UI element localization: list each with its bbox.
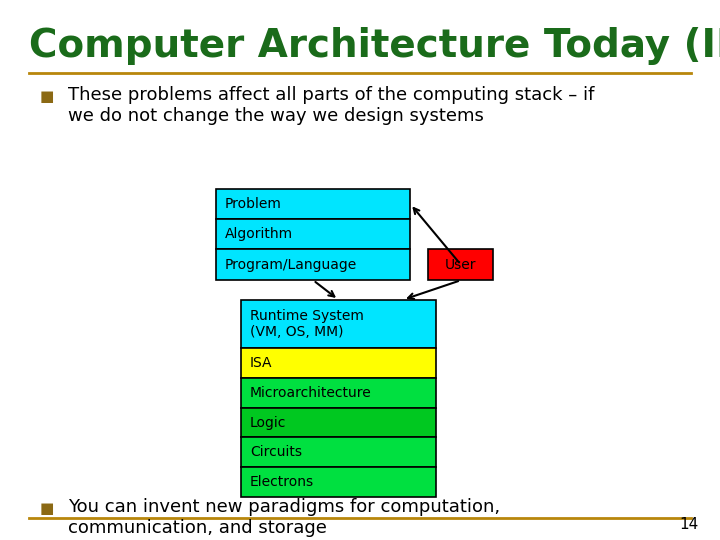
Text: These problems affect all parts of the computing stack – if
we do not change the: These problems affect all parts of the c… (68, 86, 595, 125)
FancyBboxPatch shape (241, 437, 436, 467)
Text: Microarchitecture: Microarchitecture (250, 386, 372, 400)
Text: Program/Language: Program/Language (225, 258, 357, 272)
FancyBboxPatch shape (241, 467, 436, 497)
FancyBboxPatch shape (216, 249, 410, 280)
Text: Circuits: Circuits (250, 446, 302, 459)
Text: Electrons: Electrons (250, 475, 314, 489)
Text: Algorithm: Algorithm (225, 227, 293, 241)
Text: Runtime System
(VM, OS, MM): Runtime System (VM, OS, MM) (250, 309, 364, 339)
Text: Computer Architecture Today (II): Computer Architecture Today (II) (29, 27, 720, 65)
FancyBboxPatch shape (216, 189, 410, 219)
Text: ■: ■ (40, 501, 54, 516)
Text: ■: ■ (40, 89, 54, 104)
Text: You can invent new paradigms for computation,
communication, and storage: You can invent new paradigms for computa… (68, 498, 500, 537)
Text: User: User (445, 258, 477, 272)
FancyBboxPatch shape (216, 219, 410, 249)
FancyBboxPatch shape (428, 249, 493, 280)
FancyBboxPatch shape (241, 408, 436, 437)
Text: 14: 14 (679, 517, 698, 532)
Text: Problem: Problem (225, 197, 282, 211)
FancyBboxPatch shape (241, 378, 436, 408)
FancyBboxPatch shape (241, 300, 436, 348)
Text: Logic: Logic (250, 416, 287, 429)
FancyBboxPatch shape (241, 348, 436, 378)
Text: ISA: ISA (250, 356, 272, 370)
